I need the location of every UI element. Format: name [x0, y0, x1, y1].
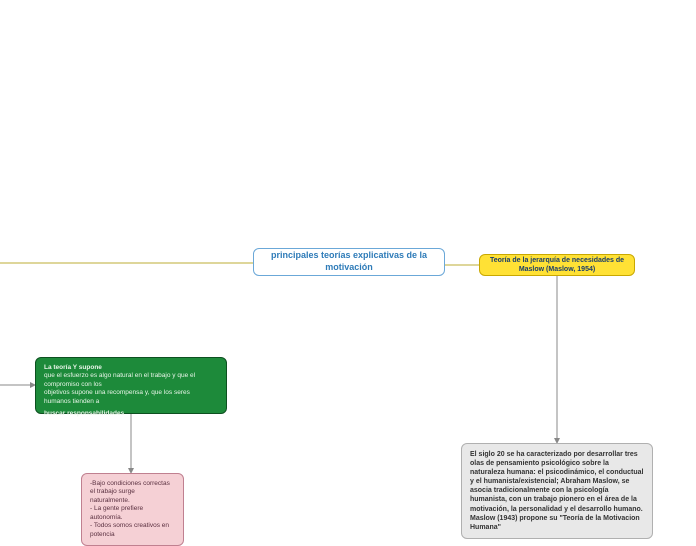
pink-line-2: - Todos somos creativos en potencia [90, 522, 175, 539]
green-line-0: La teoría Y supone [44, 364, 218, 372]
title-text: principales teorías explicativas de la m… [262, 250, 436, 273]
title-node[interactable]: principales teorías explicativas de la m… [253, 248, 445, 276]
green-line-2: objetivos supone una recompensa y, que l… [44, 389, 218, 406]
gray-line-0: El siglo 20 se ha caracterizado por desa… [470, 451, 643, 522]
century-20-node[interactable]: El siglo 20 se ha caracterizado por desa… [461, 443, 653, 539]
green-line-1: que el esfuerzo es algo natural en el tr… [44, 372, 218, 389]
maslow-hierarchy-node[interactable]: Teoría de la jerarquía de necesidades de… [479, 254, 635, 276]
green-line-4: buscar responsabilidades [44, 410, 218, 418]
conditions-node[interactable]: -Bajo condiciones correctas el trabajo s… [81, 473, 184, 546]
theory-y-node[interactable]: La teoría Y supone que el esfuerzo es al… [35, 357, 227, 414]
pink-line-0: -Bajo condiciones correctas el trabajo s… [90, 480, 175, 505]
yellow-text: Teoría de la jerarquía de necesidades de… [488, 256, 626, 274]
